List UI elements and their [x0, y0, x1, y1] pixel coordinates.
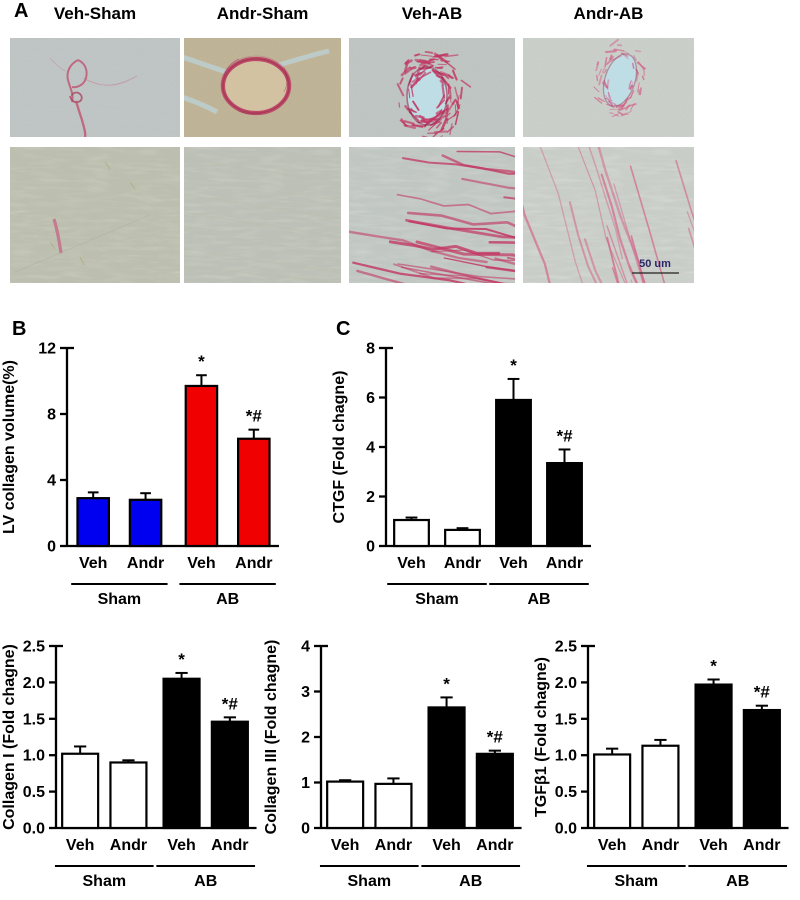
- svg-text:*: *: [710, 656, 717, 675]
- svg-text:Andr: Andr: [127, 555, 164, 572]
- svg-text:Veh: Veh: [499, 555, 527, 572]
- svg-text:Veh: Veh: [699, 837, 727, 854]
- svg-text:8: 8: [366, 341, 375, 358]
- svg-text:2: 2: [366, 489, 375, 506]
- svg-text:*#: *#: [487, 728, 504, 747]
- svg-text:*#: *#: [246, 407, 263, 426]
- svg-text:Veh: Veh: [79, 555, 107, 572]
- svg-text:Andr: Andr: [743, 837, 780, 854]
- svg-text:*: *: [443, 674, 450, 693]
- svg-text:*: *: [198, 352, 205, 371]
- svg-text:Veh: Veh: [331, 837, 359, 854]
- svg-text:Veh: Veh: [66, 837, 94, 854]
- svg-text:Veh: Veh: [397, 555, 425, 572]
- svg-text:2.0: 2.0: [555, 675, 577, 692]
- svg-text:4: 4: [47, 473, 56, 490]
- svg-text:*: *: [178, 650, 185, 669]
- svg-text:Sham: Sham: [348, 873, 392, 890]
- svg-text:AB: AB: [459, 873, 482, 890]
- svg-text:3: 3: [301, 684, 310, 701]
- svg-text:AB: AB: [527, 591, 550, 608]
- svg-text:Andr: Andr: [110, 837, 147, 854]
- svg-text:Veh: Veh: [167, 837, 195, 854]
- svg-text:*#: *#: [556, 426, 573, 445]
- svg-text:Andr: Andr: [476, 837, 513, 854]
- svg-text:Collagen III (Fold chagne): Collagen III (Fold chagne): [263, 640, 280, 835]
- svg-text:4: 4: [301, 639, 310, 656]
- svg-text:0: 0: [301, 821, 310, 838]
- svg-text:0.0: 0.0: [23, 821, 45, 838]
- svg-text:50 um: 50 um: [639, 258, 671, 270]
- svg-text:0.0: 0.0: [555, 821, 577, 838]
- svg-text:Sham: Sham: [98, 591, 142, 608]
- svg-text:Sham: Sham: [415, 591, 459, 608]
- svg-text:2.5: 2.5: [23, 639, 45, 656]
- svg-text:2.5: 2.5: [555, 639, 577, 656]
- svg-text:0.5: 0.5: [555, 784, 577, 801]
- svg-text:6: 6: [366, 390, 375, 407]
- svg-text:4: 4: [366, 440, 375, 457]
- svg-text:2.0: 2.0: [23, 675, 45, 692]
- svg-text:Veh: Veh: [598, 837, 626, 854]
- svg-text:LV collagen volume(%): LV collagen volume(%): [1, 360, 18, 534]
- svg-text:Veh: Veh: [187, 555, 215, 572]
- svg-text:0: 0: [47, 539, 56, 556]
- svg-text:Andr: Andr: [211, 837, 248, 854]
- svg-text:AB: AB: [216, 591, 239, 608]
- svg-text:Sham: Sham: [615, 873, 659, 890]
- svg-text:*#: *#: [754, 683, 771, 702]
- svg-text:1.0: 1.0: [23, 748, 45, 765]
- svg-text:Andr: Andr: [375, 837, 412, 854]
- svg-text:1.5: 1.5: [555, 711, 577, 728]
- svg-text:12: 12: [38, 341, 56, 358]
- svg-text:1: 1: [301, 775, 310, 792]
- svg-text:AB: AB: [726, 873, 749, 890]
- svg-text:2: 2: [301, 730, 310, 747]
- svg-text:Andr: Andr: [546, 555, 583, 572]
- svg-text:Sham: Sham: [83, 873, 127, 890]
- svg-text:CTGF (Fold chagne): CTGF (Fold chagne): [331, 371, 348, 524]
- svg-text:Andr: Andr: [235, 555, 272, 572]
- svg-text:8: 8: [47, 407, 56, 424]
- svg-text:Andr: Andr: [642, 837, 679, 854]
- svg-text:*: *: [510, 356, 517, 375]
- svg-text:*#: *#: [222, 694, 239, 713]
- svg-text:1.0: 1.0: [555, 748, 577, 765]
- svg-text:AB: AB: [194, 873, 217, 890]
- svg-text:TGFβ1 (Fold chagne): TGFβ1 (Fold chagne): [533, 657, 550, 817]
- svg-text:Andr: Andr: [444, 555, 481, 572]
- svg-text:1.5: 1.5: [23, 711, 45, 728]
- svg-text:Veh: Veh: [432, 837, 460, 854]
- svg-text:Collagen I (Fold chagne): Collagen I (Fold chagne): [1, 644, 18, 830]
- svg-text:0.5: 0.5: [23, 784, 45, 801]
- svg-text:0: 0: [366, 539, 375, 556]
